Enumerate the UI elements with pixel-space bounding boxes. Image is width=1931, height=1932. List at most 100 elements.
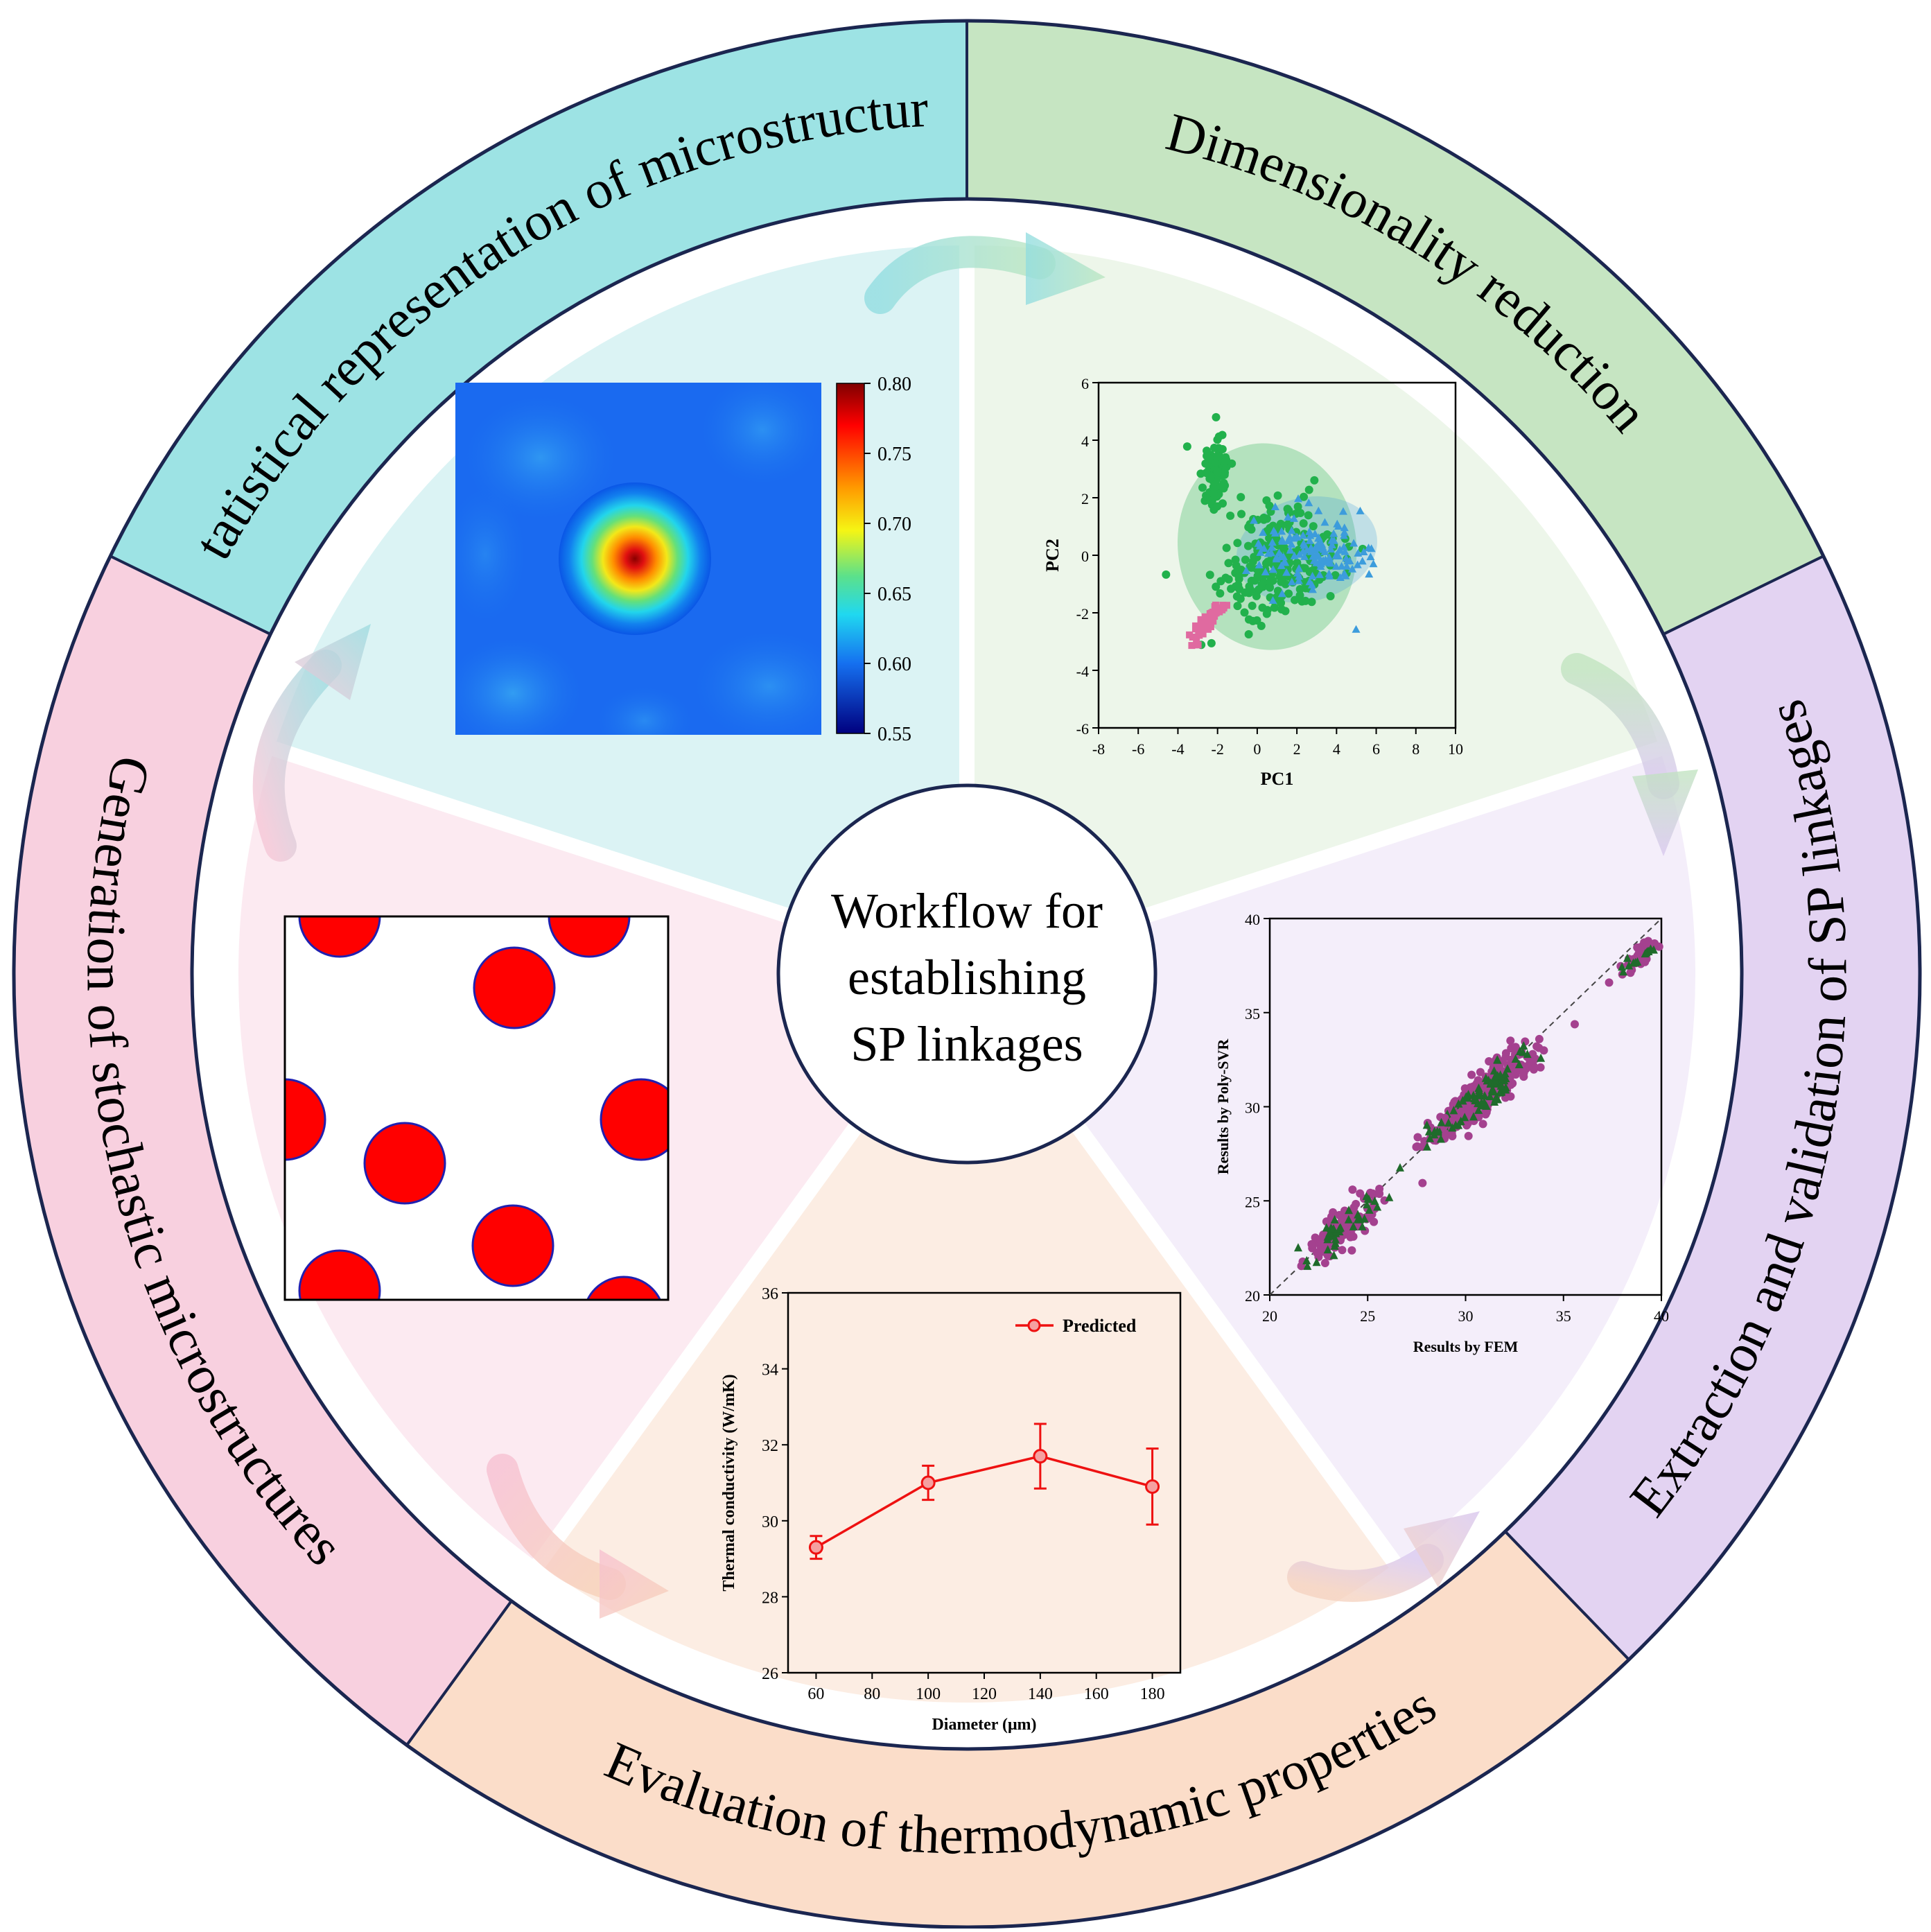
x-tick-label: 10 [1448,740,1463,758]
parity-point-purple [1418,1178,1427,1187]
y-tick-label: 32 [762,1437,778,1455]
pca-point-blue [1309,556,1318,564]
y-tick-label: -2 [1076,605,1089,623]
pca-point-blue [1277,527,1286,535]
pca-point-green [1255,585,1264,594]
pca-point-blue [1316,562,1325,571]
pca-point-blue [1352,625,1361,633]
pca-point-blue [1312,550,1321,558]
parity-point-purple [1532,1042,1541,1051]
parity-point-green [1436,1134,1445,1143]
conductivity-point [808,1540,823,1555]
pca-point-pink [1212,601,1219,609]
x-tick-label: 140 [1028,1685,1053,1703]
x-tick-label: 20 [1262,1307,1277,1325]
pca-point-green [1203,451,1212,460]
pca-point-green [1273,491,1282,500]
inner-sector-evaluation [526,966,1408,1718]
pca-point-green [1233,602,1242,611]
pca-point-pink [1220,604,1227,612]
parity-point-green [1353,1215,1362,1224]
pca-point-green [1296,509,1305,518]
parity-point-purple [1370,1217,1379,1226]
legend-label: Predicted [1063,1316,1137,1336]
x-tick-label: 35 [1556,1307,1571,1325]
parity-point-green [1449,1106,1458,1115]
pca-point-blue [1365,570,1374,578]
pca-point-pink [1207,623,1214,631]
parity-point-purple [1511,1043,1520,1052]
y-tick-label: -4 [1076,663,1089,680]
pca-point-green [1304,485,1313,494]
parity-point-green [1444,1118,1453,1127]
parity-point-green [1370,1196,1379,1206]
pca-point-blue [1339,542,1348,550]
pca-point-green [1284,589,1293,598]
pca-point-blue [1329,529,1338,537]
parity-point-green [1497,1076,1506,1085]
parity-point-green [1358,1221,1367,1230]
parity-point-green [1618,962,1627,971]
pca-point-green [1326,591,1335,600]
parity-point-green [1515,1047,1524,1056]
pca-point-green [1331,571,1340,580]
pca-point-green [1273,586,1282,595]
pca-point-blue [1369,559,1378,568]
arrow-green-head [1632,769,1698,856]
parity-point-green [1482,1101,1491,1110]
center-title-line2: establishing [848,950,1086,1005]
pca-point-blue [1325,569,1334,577]
pca-point-blue [1343,562,1352,570]
pca-point-green [1245,589,1254,598]
pca-point-green [1217,482,1226,491]
pca-point-blue [1270,528,1279,537]
y-tick-label: 26 [762,1665,778,1683]
parity-point-green [1323,1245,1332,1254]
colorbar-tick-label: 0.55 [877,724,911,745]
parity-point-green [1354,1210,1363,1219]
parity-point-green [1503,1064,1512,1073]
y-tick-label: 25 [1245,1193,1260,1210]
particle [285,1078,326,1161]
parity-point-green [1493,1055,1502,1064]
conductivity-point [1033,1449,1048,1464]
pca-point-blue [1272,555,1281,563]
pca-point-blue [1256,548,1265,556]
parity-point-green [1395,1163,1404,1172]
pca-point-blue [1300,552,1309,560]
pca-point-green [1224,575,1233,584]
parity-point-green [1474,1105,1483,1114]
conductivity-point [1145,1479,1160,1494]
colorbar-tick-label: 0.80 [877,374,911,395]
parity-point-purple [1642,939,1651,948]
flow-arrows [252,232,1698,1619]
parity-point-purple [1536,1063,1545,1072]
y-tick-label: 0 [1081,548,1089,565]
pca-point-blue [1290,551,1299,559]
y-tick-label: 28 [762,1589,778,1607]
pca-point-green [1307,598,1316,607]
y-tick-label: 30 [1245,1099,1260,1117]
pca-point-green [1213,467,1222,476]
arrow-pink-up-shaft [252,650,342,862]
pca-point-blue [1270,502,1279,510]
pca-point-blue [1320,518,1329,526]
pca-point-green [1293,502,1302,511]
particle [548,916,631,958]
parity-point-green [1460,1113,1469,1122]
parity-point-purple [1448,1132,1457,1141]
parity-point-green [1433,1126,1442,1135]
conductivity-line-chart: 60 80 100 120 140 160 180 36 34 32 30 28 26 Diameter … [720,1285,1182,1734]
pca-point-blue [1277,535,1286,543]
parity-point-green [1489,1078,1499,1087]
parity-point-green [1487,1085,1496,1094]
parity-point-purple [1481,1110,1490,1119]
parity-point-purple [1634,949,1643,958]
pca-point-blue [1279,552,1288,561]
pca-point-green [1259,515,1268,524]
parity-point-green [1362,1192,1371,1201]
pca-point-blue [1287,577,1296,586]
x-tick-label: 40 [1654,1307,1669,1325]
pca-point-blue [1334,522,1343,530]
